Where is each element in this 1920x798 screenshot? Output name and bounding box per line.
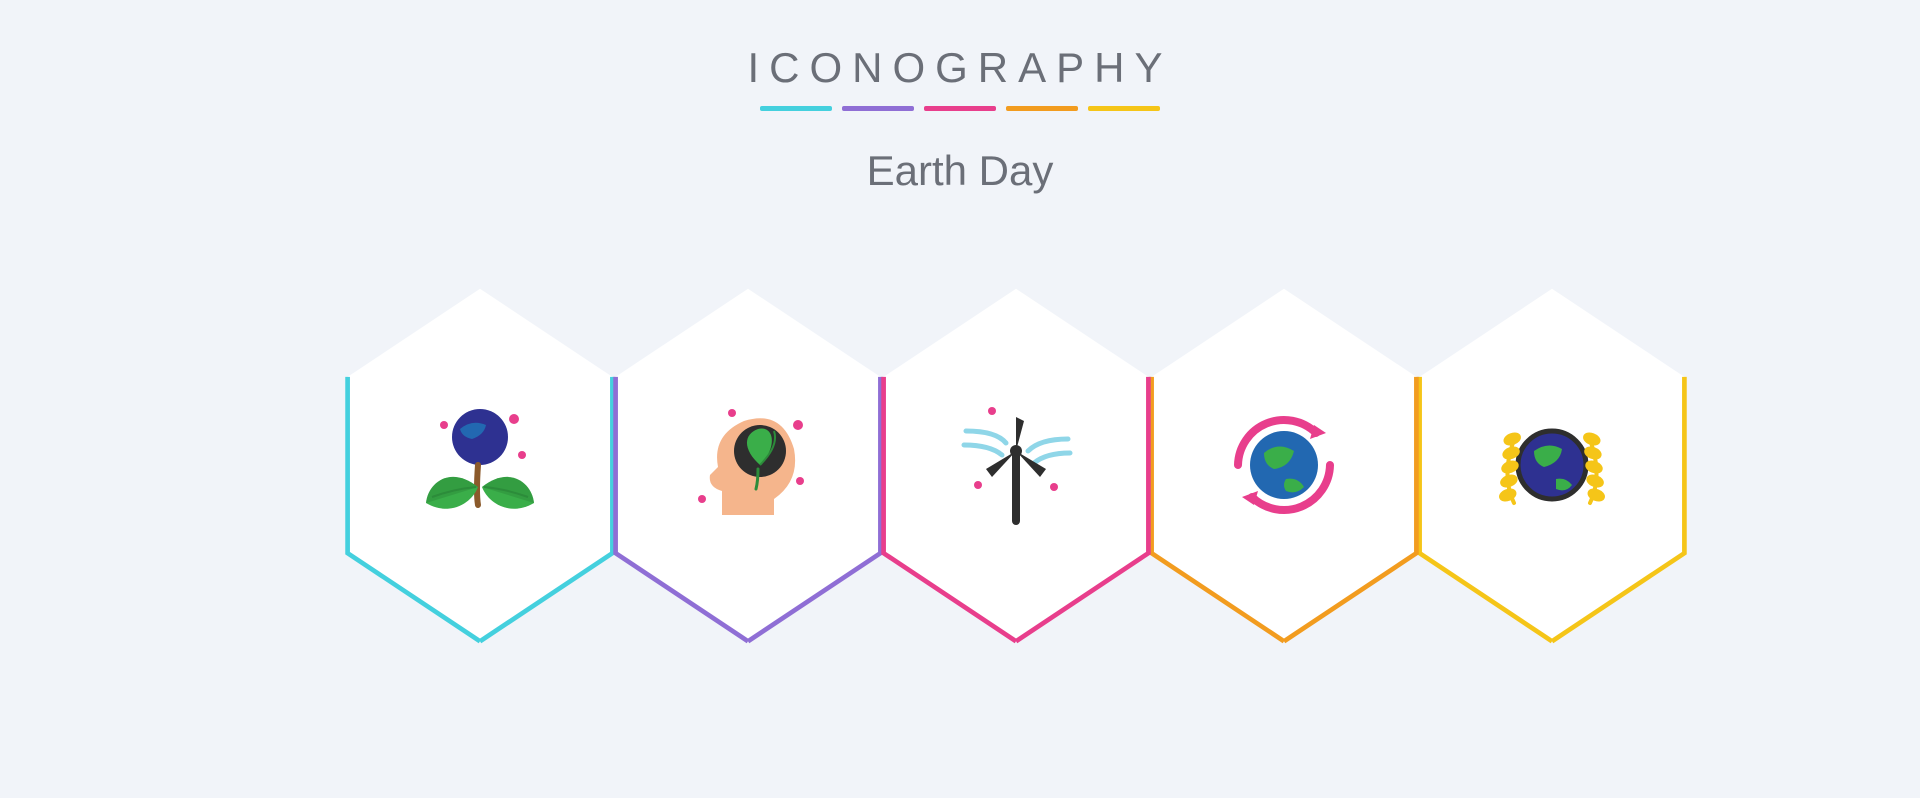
subtitle: Earth Day bbox=[747, 147, 1172, 195]
earth-laurel-icon bbox=[1472, 385, 1632, 545]
icon-row bbox=[200, 285, 1720, 645]
accent-bar-4 bbox=[1006, 106, 1078, 111]
header: ICONOGRAPHY Earth Day bbox=[747, 44, 1172, 195]
hex-tile-1 bbox=[324, 285, 636, 645]
earth-leaf-icon bbox=[400, 385, 560, 545]
page-title: ICONOGRAPHY bbox=[747, 44, 1172, 92]
hex-tile-3 bbox=[860, 285, 1172, 645]
accent-bar-3 bbox=[924, 106, 996, 111]
accent-bars bbox=[747, 106, 1172, 111]
hex-tile-5 bbox=[1396, 285, 1708, 645]
accent-bar-1 bbox=[760, 106, 832, 111]
wind-turbine-icon bbox=[936, 385, 1096, 545]
accent-bar-2 bbox=[842, 106, 914, 111]
accent-bar-5 bbox=[1088, 106, 1160, 111]
hex-tile-4 bbox=[1128, 285, 1440, 645]
eco-head-icon bbox=[668, 385, 828, 545]
hex-tile-2 bbox=[592, 285, 904, 645]
globe-recycle-icon bbox=[1204, 385, 1364, 545]
